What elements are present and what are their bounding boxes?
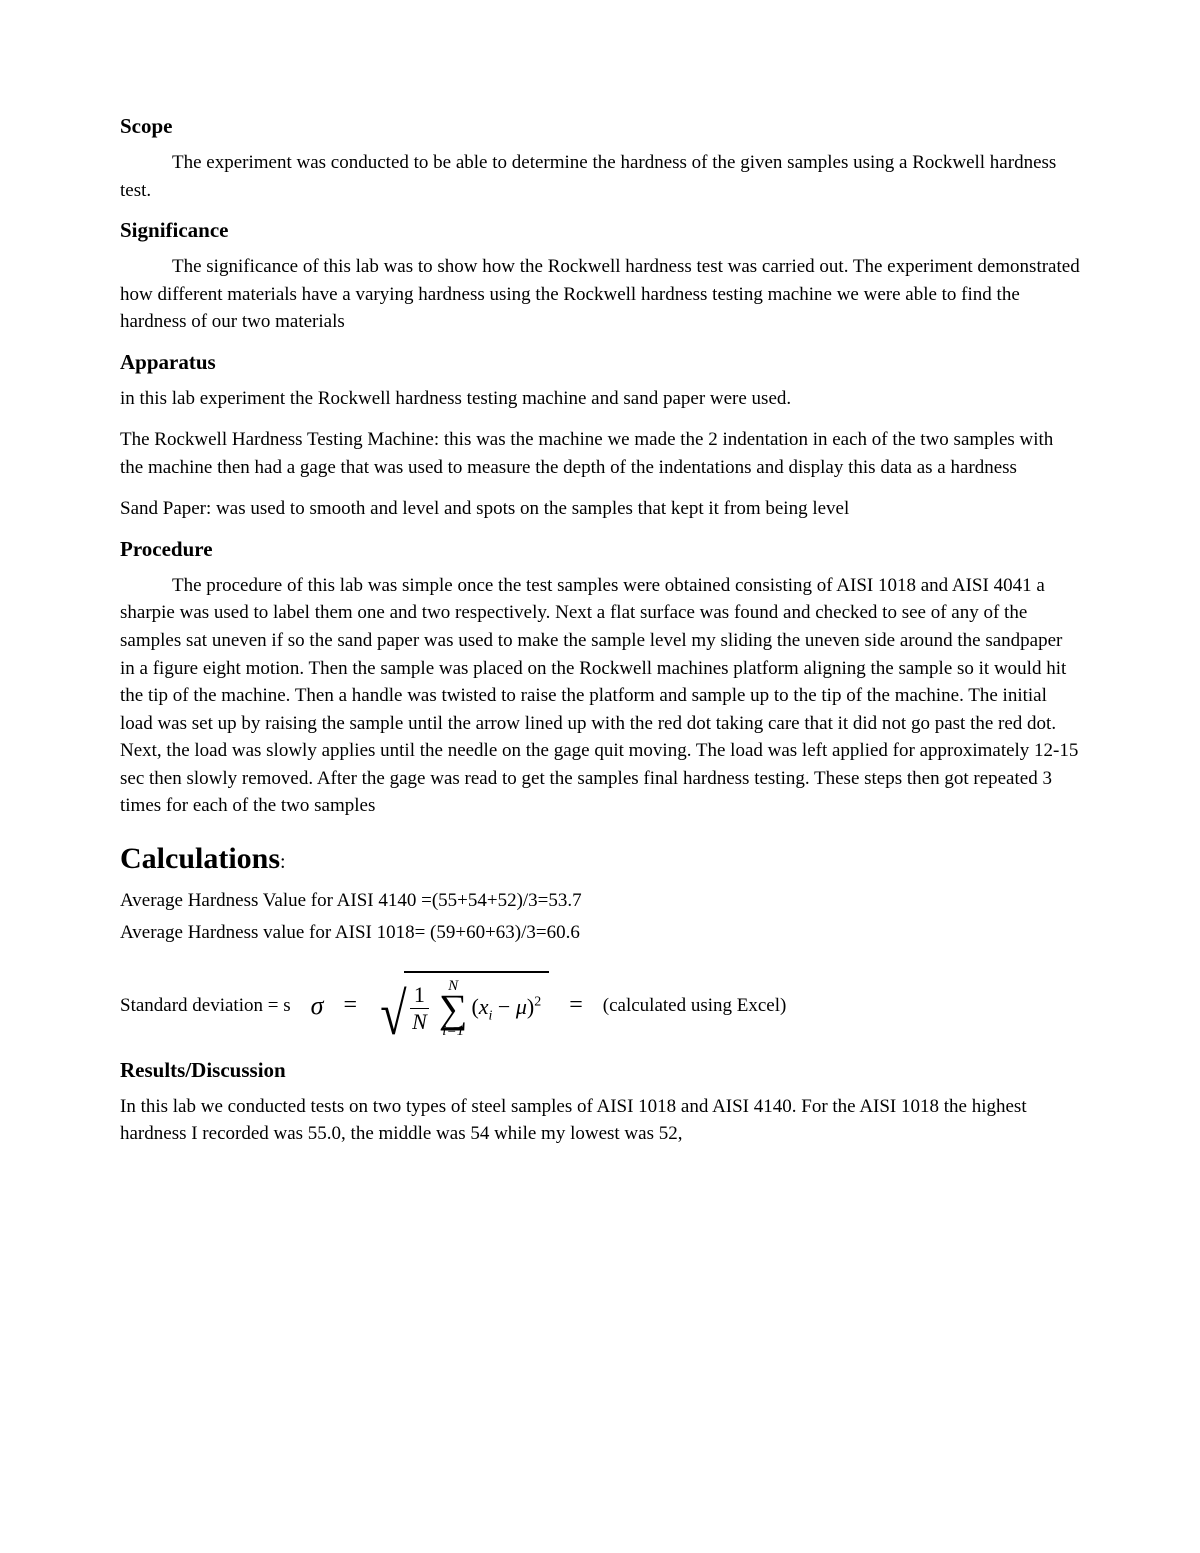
- stddev-formula-row: Standard deviation = s σ = √ 1 N N ∑ i=1…: [120, 968, 1080, 1044]
- sigma-symbol: σ: [311, 991, 324, 1021]
- radicand: 1 N N ∑ i=1 (xi − μ)2: [404, 971, 549, 1041]
- significance-heading: Significance: [120, 218, 1080, 243]
- avg-4140-line: Average Hardness Value for AISI 4140 =(5…: [120, 890, 1080, 912]
- radical-symbol: √: [380, 996, 406, 1032]
- calculations-heading: Calculations:: [120, 842, 1080, 876]
- term-x: x: [479, 994, 489, 1019]
- avg-1018-line: Average Hardness value for AISI 1018= (5…: [120, 922, 1080, 944]
- procedure-paragraph: The procedure of this lab was simple onc…: [120, 572, 1080, 820]
- frac-denominator: N: [410, 1008, 429, 1033]
- summation: N ∑ i=1: [439, 979, 468, 1039]
- stddev-tail: (calculated using Excel): [603, 995, 787, 1017]
- frac-numerator: 1: [410, 984, 429, 1008]
- apparatus-paragraph-3: Sand Paper: was used to smooth and level…: [120, 495, 1080, 523]
- document-page: Scope The experiment was conducted to be…: [0, 0, 1200, 1553]
- results-paragraph: In this lab we conducted tests on two ty…: [120, 1093, 1080, 1148]
- equals-2: =: [569, 992, 583, 1019]
- sum-sigma: ∑: [439, 992, 468, 1026]
- term-minus: −: [492, 994, 515, 1019]
- apparatus-paragraph-1: in this lab experiment the Rockwell hard…: [120, 385, 1080, 413]
- squared-term: (xi − μ)2: [471, 994, 541, 1024]
- procedure-heading: Procedure: [120, 537, 1080, 562]
- sum-lower: i=1: [442, 1024, 464, 1039]
- apparatus-heading: Apparatus: [120, 350, 1080, 375]
- results-heading: Results/Discussion: [120, 1058, 1080, 1083]
- term-squared: 2: [534, 994, 541, 1009]
- significance-paragraph: The significance of this lab was to show…: [120, 253, 1080, 336]
- apparatus-paragraph-2: The Rockwell Hardness Testing Machine: t…: [120, 426, 1080, 481]
- equals-1: =: [343, 992, 357, 1019]
- scope-heading: Scope: [120, 114, 1080, 139]
- stddev-label: Standard deviation = s: [120, 995, 291, 1017]
- calculations-heading-text: Calculations: [120, 842, 280, 875]
- term-mu: μ: [516, 994, 527, 1019]
- term-open: (: [471, 994, 478, 1019]
- calculations-colon: :: [280, 851, 286, 873]
- one-over-n: 1 N: [410, 984, 429, 1033]
- scope-paragraph: The experiment was conducted to be able …: [120, 149, 1080, 204]
- sqrt-expression: √ 1 N N ∑ i=1 (xi − μ)2: [377, 968, 549, 1044]
